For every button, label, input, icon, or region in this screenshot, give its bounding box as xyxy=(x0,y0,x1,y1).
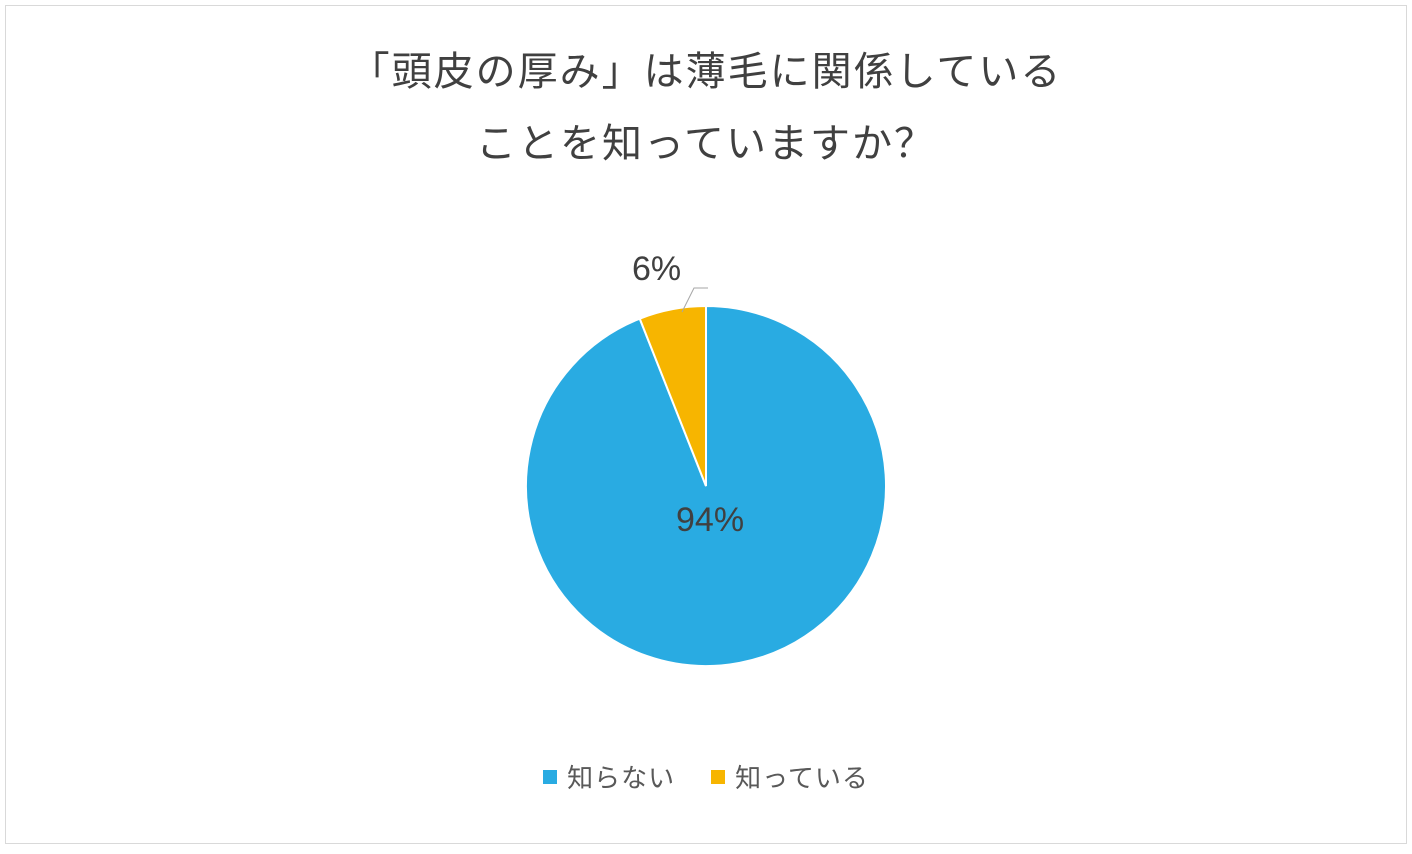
legend: 知らない 知っている xyxy=(6,758,1406,795)
data-label-94: 94% xyxy=(676,501,744,540)
pie-chart-area: 94% 6% xyxy=(6,306,1406,671)
chart-title-line-1: 「頭皮の厚み」は薄毛に関係している xyxy=(6,36,1406,108)
legend-label: 知らない xyxy=(567,758,675,795)
legend-item-知っている: 知っている xyxy=(711,758,869,795)
chart-frame: 「頭皮の厚み」は薄毛に関係している ことを知っていますか？ 94% 6% 知らな… xyxy=(5,5,1407,844)
chart-title-line-2: ことを知っていますか？ xyxy=(6,108,1406,180)
pie-chart xyxy=(526,306,886,666)
data-label-6: 6% xyxy=(632,250,681,289)
legend-swatch-icon xyxy=(543,770,557,784)
legend-item-知らない: 知らない xyxy=(543,758,675,795)
pie-wrap: 94% 6% xyxy=(526,306,886,671)
legend-label: 知っている xyxy=(735,758,869,795)
legend-swatch-icon xyxy=(711,770,725,784)
chart-title: 「頭皮の厚み」は薄毛に関係している ことを知っていますか？ xyxy=(6,36,1406,180)
